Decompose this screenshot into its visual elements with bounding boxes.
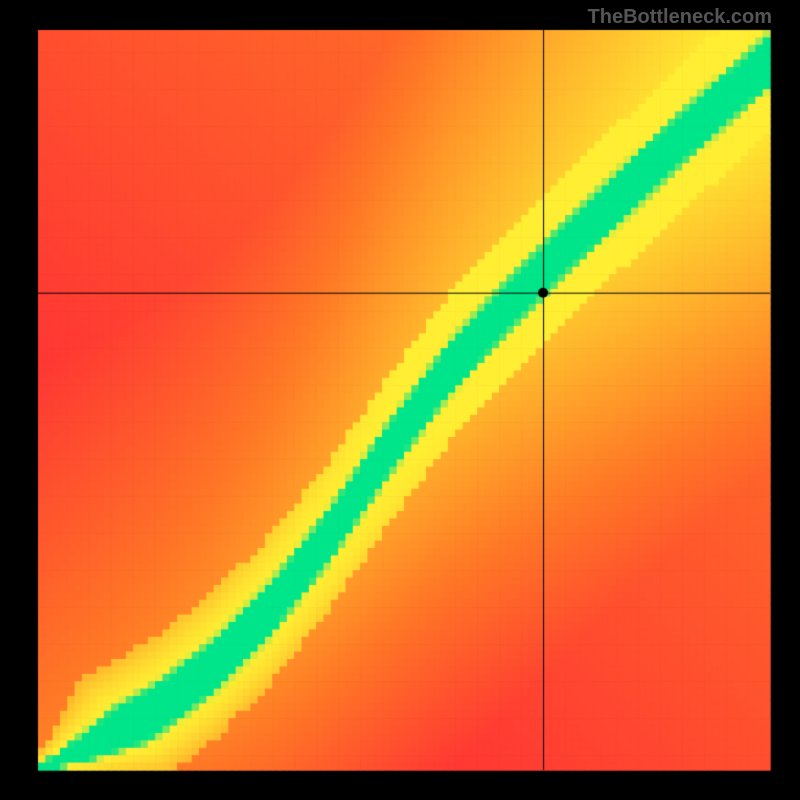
watermark-text: TheBottleneck.com <box>588 6 772 29</box>
bottleneck-heatmap <box>0 0 800 800</box>
